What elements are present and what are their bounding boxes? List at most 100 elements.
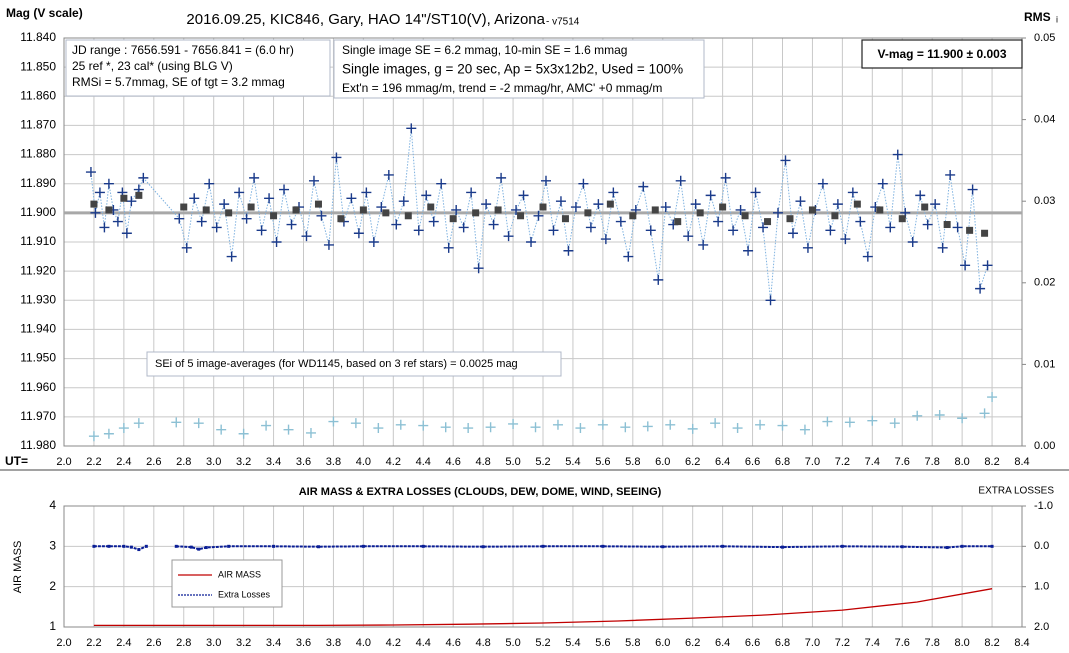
plus-marker bbox=[665, 419, 676, 430]
dot-marker bbox=[227, 544, 231, 548]
plus-marker bbox=[638, 181, 649, 192]
square-marker bbox=[337, 215, 345, 223]
plus-marker bbox=[795, 196, 806, 207]
x-tick-label: 4.8 bbox=[475, 456, 490, 468]
dot-marker bbox=[945, 546, 949, 550]
plus-marker bbox=[877, 178, 888, 189]
plus-marker bbox=[975, 283, 986, 294]
y-axis-label: AIR MASS bbox=[12, 541, 24, 594]
plus-marker bbox=[308, 175, 319, 186]
x-tick-label: 5.0 bbox=[505, 456, 520, 468]
plus-marker bbox=[241, 213, 252, 224]
plus-marker bbox=[915, 190, 926, 201]
plus-marker bbox=[755, 419, 766, 430]
plus-marker bbox=[597, 419, 608, 430]
dot-marker bbox=[137, 548, 141, 552]
plus-marker bbox=[286, 219, 297, 230]
x-tick-label: 6.0 bbox=[655, 637, 670, 649]
plus-marker bbox=[508, 418, 519, 429]
plus-marker bbox=[301, 231, 312, 242]
plus-marker bbox=[85, 167, 96, 178]
dot-marker bbox=[900, 545, 904, 549]
plus-marker bbox=[922, 219, 933, 230]
square-marker bbox=[786, 215, 794, 223]
plus-marker bbox=[934, 409, 945, 420]
y2-tick-label: 0.03 bbox=[1034, 195, 1055, 207]
x-tick-label: 2.0 bbox=[56, 456, 71, 468]
y-tick-label: 2 bbox=[49, 579, 56, 593]
chart-subtitle: - v7514 bbox=[546, 17, 580, 28]
info-text: Single image SE = 6.2 mmag, 10-min SE = … bbox=[342, 43, 627, 57]
square-marker bbox=[382, 209, 390, 217]
x-tick-label: 6.2 bbox=[685, 637, 700, 649]
vmag-box: V-mag = 11.900 ± 0.003 bbox=[861, 39, 1023, 69]
square-marker bbox=[831, 212, 839, 220]
square-marker bbox=[517, 212, 525, 220]
plus-marker bbox=[94, 187, 105, 198]
square-marker bbox=[247, 203, 255, 211]
x-tick-label: 7.0 bbox=[805, 456, 820, 468]
x-tick-label: 7.6 bbox=[895, 456, 910, 468]
plus-marker bbox=[328, 416, 339, 427]
square-marker bbox=[359, 206, 367, 214]
plus-marker bbox=[331, 152, 342, 163]
square-marker bbox=[120, 194, 128, 202]
plus-marker bbox=[548, 225, 559, 236]
x-tick-label: 3.8 bbox=[326, 637, 341, 649]
square-marker bbox=[292, 206, 300, 214]
plus-marker bbox=[103, 428, 114, 439]
plus-marker bbox=[226, 251, 237, 262]
x-tick-label: 5.4 bbox=[565, 456, 580, 468]
plus-marker bbox=[710, 418, 721, 429]
plus-marker bbox=[256, 225, 267, 236]
plus-marker bbox=[690, 199, 701, 210]
plus-marker bbox=[171, 417, 182, 428]
plus-marker bbox=[552, 419, 563, 430]
x-tick-label: 3.4 bbox=[266, 456, 281, 468]
plus-marker bbox=[698, 239, 709, 250]
square-marker bbox=[539, 203, 547, 211]
plus-marker bbox=[406, 123, 417, 134]
info-text: JD range : 7656.591 - 7656.841 = (6.0 hr… bbox=[72, 43, 294, 57]
plus-marker bbox=[395, 419, 406, 430]
x-tick-label: 3.0 bbox=[206, 637, 221, 649]
y2-tick-label: 0.01 bbox=[1034, 358, 1055, 370]
plus-marker bbox=[907, 237, 918, 247]
plus-marker bbox=[832, 199, 843, 210]
plus-marker bbox=[862, 251, 873, 262]
square-marker bbox=[853, 200, 861, 208]
x-tick-label: 8.0 bbox=[954, 456, 969, 468]
plus-marker bbox=[488, 219, 499, 230]
plus-marker bbox=[608, 187, 619, 198]
x-tick-label: 7.2 bbox=[835, 456, 850, 468]
dot-marker bbox=[197, 547, 201, 551]
square-marker bbox=[270, 212, 278, 220]
plus-marker bbox=[615, 216, 626, 227]
square-marker bbox=[876, 206, 884, 214]
x-tick-label: 6.8 bbox=[775, 456, 790, 468]
square-marker bbox=[741, 212, 749, 220]
y-tick-label: 11.970 bbox=[20, 409, 56, 423]
square-marker bbox=[674, 218, 682, 226]
plus-marker bbox=[889, 418, 900, 429]
plus-marker bbox=[645, 225, 656, 236]
square-marker bbox=[449, 215, 457, 223]
square-marker bbox=[427, 203, 435, 211]
x-tick-label: 5.0 bbox=[505, 637, 520, 649]
x-tick-label: 8.2 bbox=[984, 456, 999, 468]
y2-tick-label: -1.0 bbox=[1034, 500, 1053, 512]
square-marker bbox=[629, 212, 637, 220]
plus-marker bbox=[758, 222, 769, 233]
square-marker bbox=[404, 212, 412, 220]
plus-marker bbox=[211, 222, 222, 233]
plus-marker bbox=[952, 222, 963, 233]
plot-frame bbox=[63, 505, 1023, 628]
y-tick-label: 11.980 bbox=[20, 438, 56, 452]
dot-marker bbox=[721, 544, 725, 548]
plus-marker bbox=[204, 178, 215, 189]
plus-marker bbox=[743, 245, 754, 256]
square-marker bbox=[966, 226, 974, 234]
y-tick-label: 1 bbox=[49, 619, 56, 633]
plus-marker bbox=[418, 420, 429, 431]
x-tick-label: 7.2 bbox=[835, 637, 850, 649]
